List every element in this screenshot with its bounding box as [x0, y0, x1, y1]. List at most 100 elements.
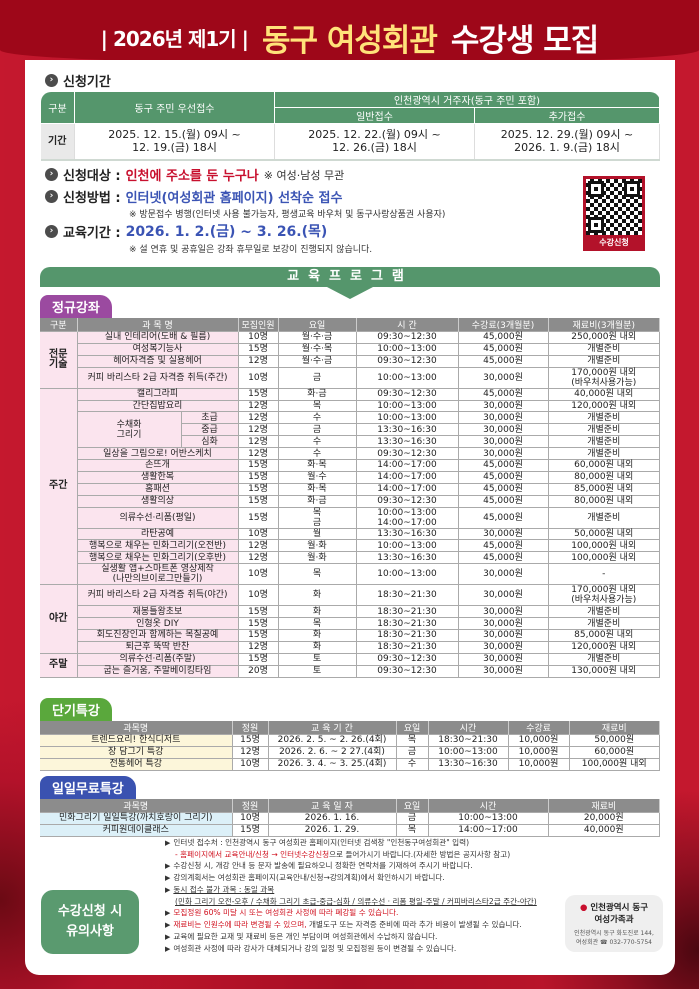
course-name: 민화그리기 일일특강(까치호랑이 그리기)	[40, 812, 233, 825]
cell-count: 15명	[238, 459, 279, 472]
cell-day: 목	[278, 617, 357, 631]
course-name: 전통헤어 특강	[40, 758, 233, 771]
cell-fee: 30,000원	[458, 629, 549, 642]
table-cell: 14:00~17:00	[428, 824, 549, 837]
cell-day: 월	[278, 528, 357, 541]
period-col-label: 구분	[40, 91, 75, 124]
cell-fee: 45,000원	[458, 459, 549, 472]
logo-icon: ●	[579, 903, 588, 913]
bullet-icon: ▶	[165, 921, 171, 929]
bullet-icon: ▶	[165, 862, 171, 870]
cell-count: 10명	[238, 584, 279, 607]
cell-time: 10:00~13:00 14:00~17:00	[356, 507, 459, 529]
table-row: 행복으로 채우는 민화그리기(오후반) 12명 월·화 13:30~16:30 45,0…	[40, 551, 660, 565]
period-general: 2025. 12. 22.(월) 09시 ~ 12. 26.(금) 18시	[274, 123, 475, 161]
cell-count: 10명	[238, 563, 279, 586]
table-cell: 10,000원	[508, 758, 570, 771]
info-edu: › 교육기간 :2026. 1. 2.(금) ~ 3. 26.(목)	[45, 221, 327, 241]
column-header: 과 목 명	[77, 318, 239, 332]
table-cell: 10명	[232, 758, 269, 771]
cell-count: 15명	[238, 507, 279, 529]
chevron-right-icon: ›	[45, 74, 58, 87]
column-header: 재료비(3개월분)	[548, 318, 660, 332]
cell-time: 09:30~12:30	[356, 665, 459, 678]
table-cell: 2026. 2. 5. ~ 2. 26.(4회)	[268, 734, 397, 747]
regular-table: 구분 과 목 명 모집인원 요일 시 간 수강료(3개월분) 재료비(3개월분) 전문 기술 실…	[40, 318, 660, 678]
note-item: (민화 그리기 오전-오후 / 수채화 그리기 초급-중급-심화 / 의류수선 …	[165, 896, 537, 907]
table-row: 주말 의류수선·리폼(주말) 15명 토 09:30~12:30 30,000원 개별준비	[40, 653, 660, 678]
cell-day: 월·수·금	[278, 331, 357, 344]
bullet-icon: ▶	[165, 874, 171, 882]
title-main: 수강생 모집	[450, 22, 599, 59]
org-box: ● 인천광역시 동구 여성가족과 인천광역시 동구 화도진로 144, 여성회관…	[565, 895, 663, 952]
cell-time: 13:30~16:30	[356, 528, 459, 541]
period-col-dong: 동구 주민 우선접수	[74, 91, 275, 124]
note-text: 인터넷 접수처 : 인천광역시 동구 여성회관 홈페이지(인터넷 검색창 "인천…	[173, 838, 470, 847]
org-contact: 여성회관 ☎ 032-770-5754	[576, 939, 652, 946]
cell-material: 개별준비	[548, 355, 660, 368]
qr-label: 수강신청	[599, 238, 629, 247]
qr-code[interactable]: 수강신청	[583, 176, 645, 251]
table-cell: 10:00~13:00	[428, 812, 549, 825]
cell-count: 12명	[238, 435, 279, 449]
table-cell: 2026. 1. 16.	[268, 812, 397, 825]
course-name: 라탄공예	[77, 528, 239, 541]
short-table: 과목명 정원 교 육 기 간 요일 시간 수강료 재료비 트렌드요리! 한식디저트 15명 202…	[40, 721, 660, 771]
content-panel: › 신청기간 구분 동구 주민 우선접수 인천광역시 거주자(동구 주민 포함) 일반…	[25, 60, 675, 975]
table-row: 전통헤어 특강 10명 2026. 3. 4. ~ 3. 25.(4회) 수 13:30…	[40, 758, 660, 771]
cell-fee: 45,000원	[458, 388, 549, 401]
info-target: › 신청대상 : 인천에 주소를 둔 누구나 ※ 여성·남성 무관	[45, 165, 344, 184]
cell-material: 80,000원 내외	[548, 495, 660, 508]
cell-day: 목	[278, 563, 357, 586]
column-header: 재료비	[548, 799, 660, 813]
cell-count: 10명	[238, 528, 279, 541]
cell-day: 월·화	[278, 539, 357, 553]
note-item: ▶ 여성회관 사정에 따라 강사가 대체되거나 강의 일정 및 모집정원 등이 변…	[165, 943, 537, 955]
column-header: 과목명	[40, 721, 233, 735]
group-label: 주간	[40, 388, 78, 586]
cell-day: 화·금	[278, 495, 357, 508]
cell-count: 15명	[238, 629, 279, 642]
cell-day: 월·수·금	[278, 355, 357, 368]
group-label: 주말	[40, 653, 78, 678]
column-header: 시 간	[356, 318, 459, 332]
table-row: 재봉틀왕초보 15명 화 18:30~21:30 30,000원 개별준비	[40, 605, 660, 619]
table-row: 민화그리기 일일특강(까치호랑이 그리기) 10명 2026. 1. 16. 금 10:…	[40, 812, 660, 825]
column-header: 교 육 일 자	[268, 799, 397, 813]
caution-title: 수강신청 시 유의사항	[41, 890, 139, 954]
column-header: 정원	[232, 799, 269, 813]
course-name: 굽는 즐거움, 주말베이킹타임	[77, 665, 239, 678]
group-label: 야간	[40, 584, 78, 654]
table-row: 장 담그기 특강 12명 2026. 2. 6. ~ 2 27.(4회) 금 10:00…	[40, 746, 660, 759]
period-extra: 2025. 12. 29.(월) 09시 ~ 2026. 1. 9.(금) 18…	[474, 123, 660, 161]
cell-count: 10명	[238, 367, 279, 389]
edu-note: ※ 설 연휴 및 공휴일은 강좌 휴무일로 보강이 진행되지 않습니다.	[129, 245, 373, 255]
bullet-icon: ▶	[165, 886, 171, 894]
cell-fee: 45,000원	[458, 483, 549, 496]
info-method: › 신청방법 : 인터넷(여성회관 홈페이지) 선착순 접수	[45, 187, 342, 206]
cell-time: 10:00~13:00	[356, 343, 459, 356]
cell-count: 12명	[238, 411, 279, 425]
column-header: 요일	[396, 799, 429, 813]
table-cell: 50,000원	[569, 734, 660, 747]
note-text: 모집정원 60% 미달 시 또는 여성회관 사정에 따라 폐강될 수 있습니다.	[173, 908, 399, 917]
org-name: ● 인천광역시 동구	[579, 903, 649, 913]
cell-time: 14:00~17:00	[356, 483, 459, 496]
regular-section: 정규강좌 구분 과 목 명 모집인원 요일 시 간 수강료(3개월분) 재료비(3개월분) 전…	[40, 295, 660, 678]
course-name: 의류수선·리폼(평일)	[77, 507, 239, 529]
cell-fee: 30,000원	[458, 563, 549, 586]
table-row: 주간 캘리그라피 15명 화·금 09:30~12:30 45,000원 40,000원 내…	[40, 388, 660, 586]
cell-day: 화·목	[278, 459, 357, 472]
cell-day: 수	[278, 411, 357, 425]
course-name: 실생활 앱+스마트폰 영상제작 (나만의브이로그만들기)	[77, 563, 239, 586]
course-level: 중급	[181, 423, 239, 437]
cell-count: 15명	[238, 483, 279, 496]
table-cell: 15명	[232, 734, 269, 747]
period-col-extra: 추가접수	[474, 107, 660, 124]
cell-time: 10:00~13:00	[356, 367, 459, 389]
note-text: (민화 그리기 오전-오후 / 수채화 그리기 초급-중급-심화 / 의류수선 …	[175, 897, 537, 906]
note-item: ▶ 동시 접수 불가 과목 : 동일 과목	[165, 884, 537, 896]
note-item: ▶ 교육에 필요한 교재 및 재료비 등은 개인 부담이며 여성회관에서 수납하지…	[165, 931, 537, 943]
course-name: 간단집밥요리	[77, 400, 239, 413]
course-name: 캘리그라피	[77, 388, 239, 401]
